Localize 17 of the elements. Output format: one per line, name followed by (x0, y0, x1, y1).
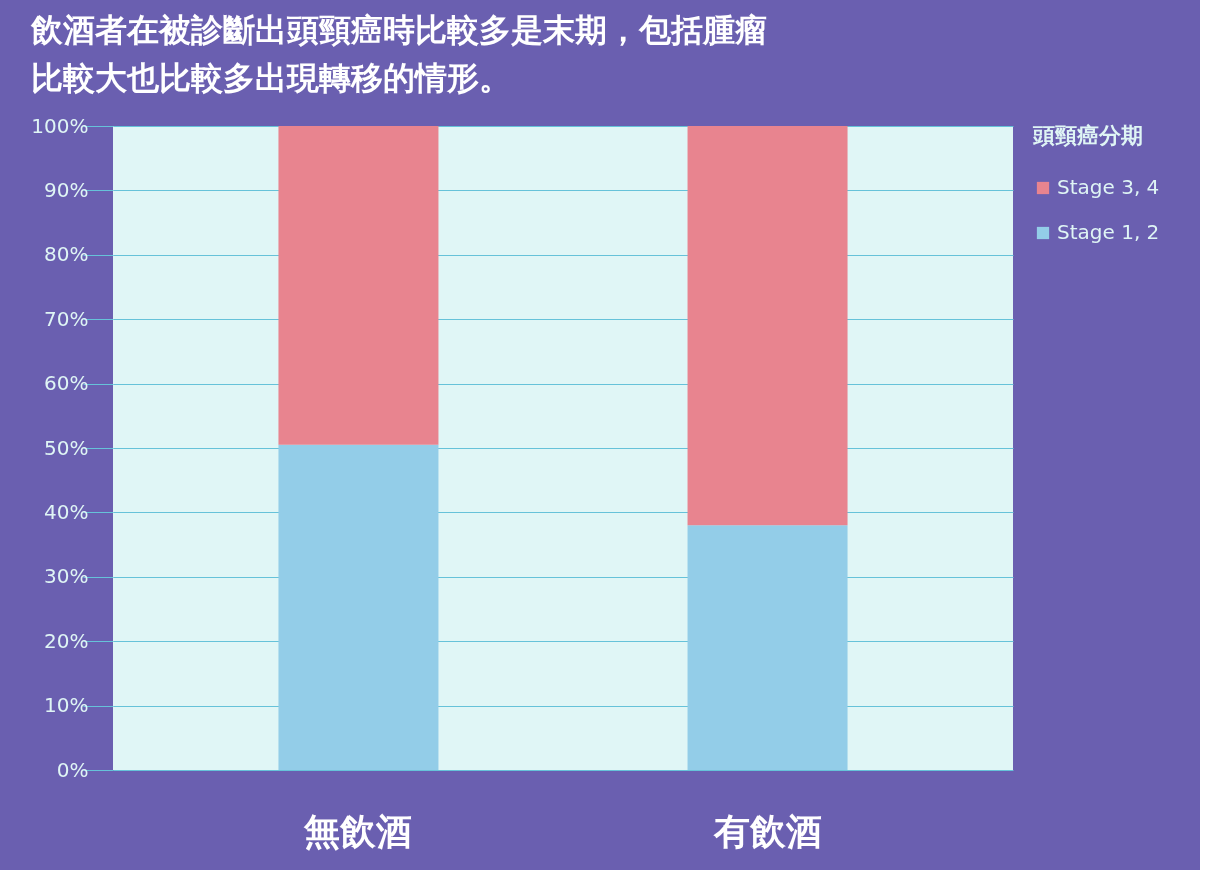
legend-title: 頭頸癌分期 (1032, 123, 1143, 148)
x-tick-label: 無飲酒 (303, 810, 413, 852)
y-tick-label: 80% (44, 242, 89, 267)
legend-label: Stage 1, 2 (1057, 220, 1160, 244)
legend-label: Stage 3, 4 (1057, 175, 1160, 199)
y-tick-label: 20% (44, 628, 89, 653)
x-tick-label: 有飲酒 (712, 810, 822, 852)
y-tick-label: 0% (56, 757, 89, 782)
y-tick-label: 10% (44, 693, 89, 718)
y-tick-label: 60% (44, 371, 89, 396)
y-tick-label: 40% (44, 499, 89, 524)
y-tick-label: 90% (44, 177, 89, 202)
y-tick-label: 50% (44, 435, 89, 460)
y-tick-label: 100% (31, 113, 89, 138)
y-tick-label: 70% (44, 306, 89, 331)
chart-title: 飲酒者在被診斷出頭頸癌時比較多是末期，包括腫瘤比較大也比較多出現轉移的情形。 (29, 11, 767, 97)
y-tick-label: 30% (44, 564, 89, 589)
